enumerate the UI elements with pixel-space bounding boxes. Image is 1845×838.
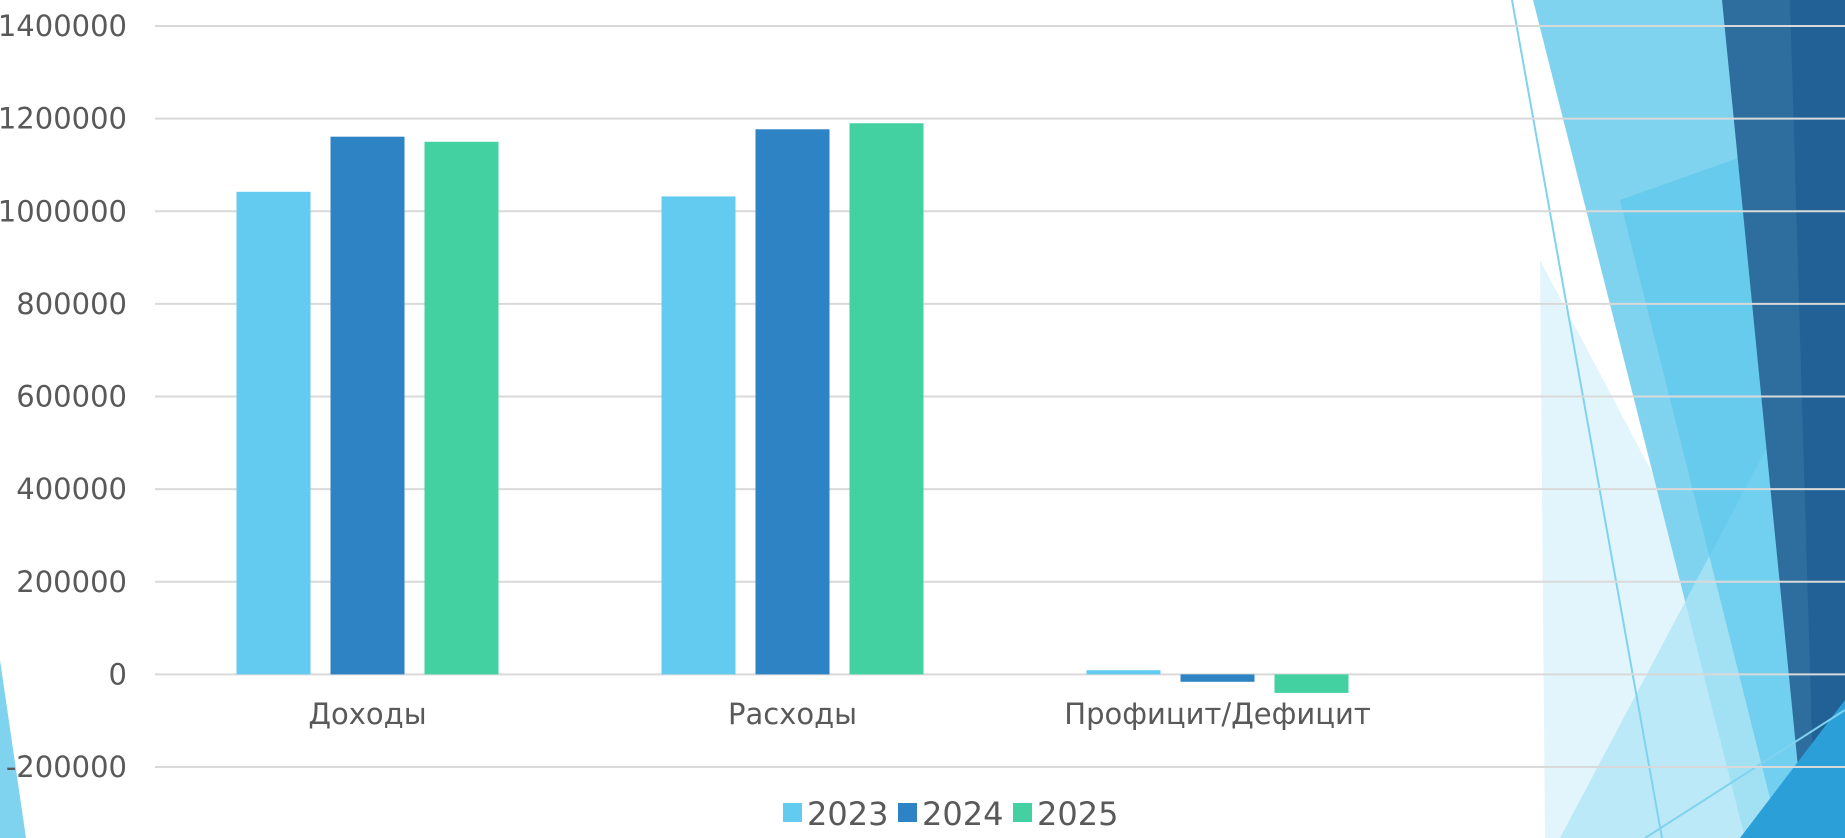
y-tick-label: 1000000 xyxy=(0,194,127,228)
y-tick-label: 1200000 xyxy=(0,102,127,136)
x-tick-label: Расходы xyxy=(728,697,857,731)
y-tick-label: 800000 xyxy=(16,287,127,321)
bar-2024-1 xyxy=(755,129,830,675)
x-tick-label: Доходы xyxy=(308,697,426,731)
x-tick-label: Профицит/Дефицит xyxy=(1064,697,1371,731)
left-edge-triangle xyxy=(0,660,26,838)
bar-2023-0 xyxy=(236,191,311,675)
y-axis-tick-labels: -200000 0 200000 400000 600000 800000 1000000 1… xyxy=(0,9,127,784)
bar-2025-2 xyxy=(1274,674,1349,693)
bar-2023-2 xyxy=(1086,670,1161,675)
x-axis-tick-labels: Доходы Расходы Профицит/Дефицит xyxy=(308,697,1370,731)
legend-label-2024: 2024 xyxy=(922,795,1003,833)
legend-label-2025: 2025 xyxy=(1037,795,1118,833)
bar-2025-1 xyxy=(849,123,924,675)
right-bottom-accent xyxy=(1740,700,1845,838)
y-tick-label: 200000 xyxy=(16,565,127,599)
bar-2023-1 xyxy=(661,196,736,675)
y-tick-label: 0 xyxy=(109,657,127,691)
y-tick-label: 400000 xyxy=(16,472,127,506)
y-tick-label: -200000 xyxy=(6,750,127,784)
bar-2024-0 xyxy=(330,136,405,675)
y-tick-label: 1400000 xyxy=(0,9,127,43)
y-tick-label: 600000 xyxy=(16,380,127,414)
right-deep-band xyxy=(1790,0,1845,838)
decorative-line-2 xyxy=(1644,709,1845,838)
bars xyxy=(236,123,1349,693)
legend-swatch-2023 xyxy=(783,803,802,822)
decorative-line-1 xyxy=(1511,0,1663,838)
legend: 2023 2024 2025 xyxy=(783,795,1118,833)
bar-2025-0 xyxy=(424,141,499,675)
legend-swatch-2025 xyxy=(1013,803,1032,822)
legend-swatch-2024 xyxy=(898,803,917,822)
legend-label-2023: 2023 xyxy=(807,795,888,833)
bar-2024-2 xyxy=(1180,674,1255,682)
